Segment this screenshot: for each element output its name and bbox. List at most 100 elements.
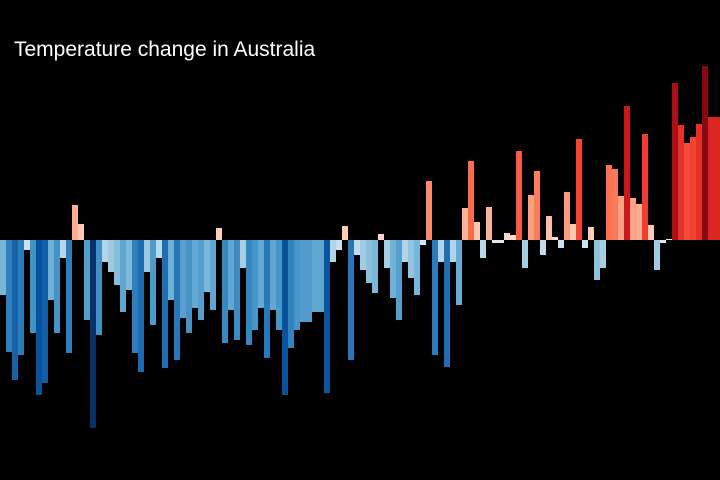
bar xyxy=(624,106,630,240)
bar xyxy=(414,240,420,295)
bar xyxy=(708,117,714,240)
bar xyxy=(588,227,594,240)
bar xyxy=(36,240,42,395)
bar xyxy=(546,216,552,240)
bar xyxy=(90,240,96,428)
bar xyxy=(18,240,24,355)
bar xyxy=(642,134,648,240)
bar xyxy=(666,239,672,240)
bar xyxy=(426,181,432,240)
bar xyxy=(288,240,294,348)
bar xyxy=(498,240,504,243)
bar xyxy=(78,224,84,240)
bar xyxy=(216,228,222,240)
bar xyxy=(690,137,696,240)
bar xyxy=(138,240,144,372)
bar xyxy=(84,240,90,320)
bar xyxy=(636,204,642,240)
bar xyxy=(174,240,180,360)
bar xyxy=(438,240,444,262)
bar xyxy=(684,143,690,240)
bar xyxy=(48,240,54,300)
bar xyxy=(480,240,486,258)
bar xyxy=(378,234,384,240)
bar xyxy=(228,240,234,310)
bar xyxy=(180,240,186,318)
bar xyxy=(186,240,192,333)
bar xyxy=(462,208,468,240)
bar xyxy=(516,151,522,240)
bar xyxy=(324,240,330,393)
bar xyxy=(312,240,318,312)
bar xyxy=(330,240,336,262)
bar xyxy=(12,240,18,380)
bar xyxy=(42,240,48,383)
bar xyxy=(366,240,372,283)
bar xyxy=(660,240,666,243)
bar xyxy=(540,240,546,255)
bar xyxy=(444,240,450,367)
bar xyxy=(618,196,624,240)
bar xyxy=(474,222,480,240)
bar xyxy=(60,240,66,258)
bar xyxy=(714,117,720,240)
bar xyxy=(108,240,114,272)
bar xyxy=(120,240,126,312)
bar xyxy=(432,240,438,355)
bar xyxy=(600,240,606,268)
bar xyxy=(558,240,564,248)
bars xyxy=(0,66,720,428)
bar xyxy=(72,205,78,240)
bar xyxy=(402,240,408,262)
bar xyxy=(420,240,426,245)
bar xyxy=(132,240,138,353)
bar xyxy=(702,66,708,240)
bar xyxy=(408,240,414,278)
bar xyxy=(276,240,282,330)
bar xyxy=(294,240,300,330)
bar xyxy=(486,207,492,240)
bar xyxy=(156,240,162,258)
bar xyxy=(354,240,360,255)
bar xyxy=(264,240,270,358)
bar xyxy=(342,226,348,240)
bar xyxy=(510,235,516,240)
bar xyxy=(0,240,6,295)
bar xyxy=(258,240,264,308)
bar xyxy=(282,240,288,395)
bar xyxy=(240,240,246,268)
bar xyxy=(126,240,132,290)
bar xyxy=(696,124,702,240)
bar xyxy=(54,240,60,333)
bar xyxy=(528,195,534,240)
bar xyxy=(252,240,258,330)
bar xyxy=(576,139,582,240)
bar xyxy=(198,240,204,320)
bar xyxy=(456,240,462,305)
bar xyxy=(96,240,102,335)
bar xyxy=(648,225,654,240)
chart-title: Temperature change in Australia xyxy=(14,38,315,61)
bar xyxy=(534,171,540,240)
bar xyxy=(24,240,30,250)
bar xyxy=(372,240,378,293)
bar xyxy=(66,240,72,353)
bar xyxy=(504,233,510,240)
bar xyxy=(552,237,558,240)
bar xyxy=(582,240,588,248)
bar xyxy=(522,240,528,268)
bar xyxy=(144,240,150,272)
bar xyxy=(318,240,324,312)
bar xyxy=(396,240,402,320)
bar xyxy=(678,125,684,240)
bar xyxy=(450,240,456,262)
bar xyxy=(612,169,618,240)
bar xyxy=(210,240,216,310)
bar xyxy=(672,83,678,240)
bar xyxy=(270,240,276,310)
bar xyxy=(192,240,198,308)
bar xyxy=(114,240,120,285)
bar xyxy=(246,240,252,345)
bar xyxy=(468,161,474,240)
